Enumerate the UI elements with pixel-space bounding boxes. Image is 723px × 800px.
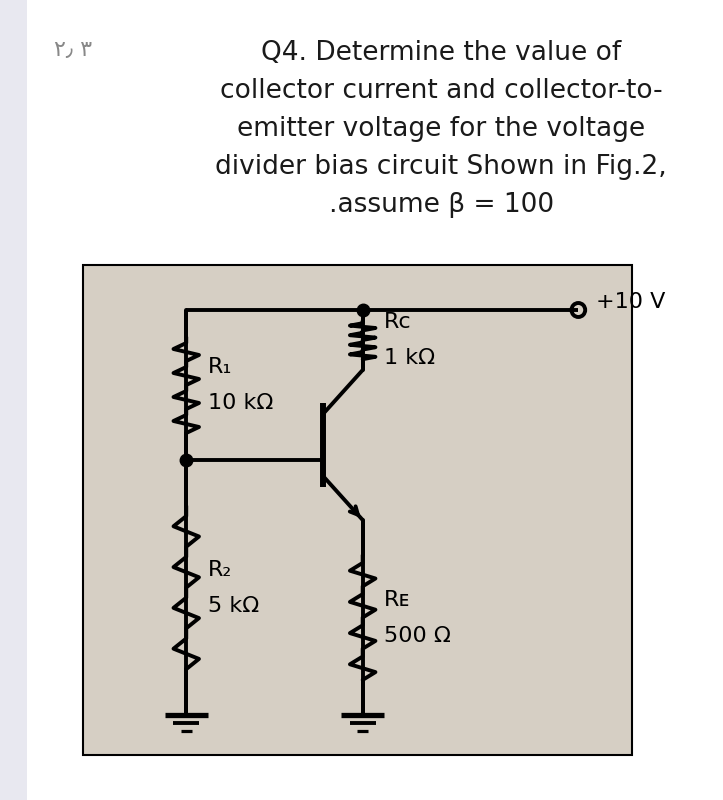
Text: ۲٫ ۳: ۲٫ ۳ xyxy=(54,40,92,60)
Text: 500 Ω: 500 Ω xyxy=(384,626,451,646)
Text: 1 kΩ: 1 kΩ xyxy=(384,348,435,368)
Text: emitter voltage for the voltage: emitter voltage for the voltage xyxy=(237,116,645,142)
Text: R₂: R₂ xyxy=(208,559,232,579)
Bar xyxy=(0,0,27,800)
Bar xyxy=(83,265,632,755)
Text: divider bias circuit Shown in Fig.2,: divider bias circuit Shown in Fig.2, xyxy=(215,154,667,180)
Text: Rᴄ: Rᴄ xyxy=(384,312,412,332)
Text: 10 kΩ: 10 kΩ xyxy=(208,393,273,413)
Text: +10 V: +10 V xyxy=(596,292,665,312)
Text: 5 kΩ: 5 kΩ xyxy=(208,595,259,615)
Text: collector current and collector-to-: collector current and collector-to- xyxy=(220,78,662,104)
Text: Rᴇ: Rᴇ xyxy=(384,590,411,610)
Text: R₁: R₁ xyxy=(208,357,232,377)
Text: .assume β = 100: .assume β = 100 xyxy=(328,192,554,218)
Text: Q4. Determine the value of: Q4. Determine the value of xyxy=(261,40,621,66)
